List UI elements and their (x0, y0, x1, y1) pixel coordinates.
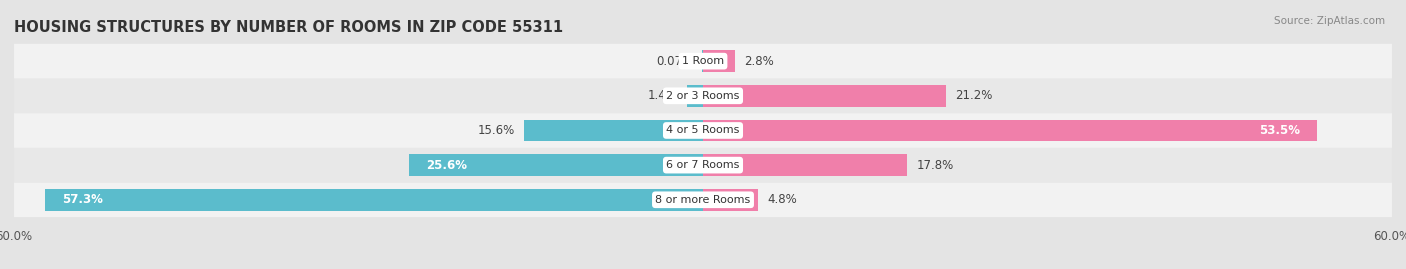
Bar (688, 85, 703, 107)
Text: 4.8%: 4.8% (768, 193, 797, 206)
Text: 1.4%: 1.4% (648, 89, 678, 102)
FancyBboxPatch shape (14, 148, 1392, 182)
FancyBboxPatch shape (14, 182, 1392, 217)
Text: HOUSING STRUCTURES BY NUMBER OF ROOMS IN ZIP CODE 55311: HOUSING STRUCTURES BY NUMBER OF ROOMS IN… (14, 20, 564, 35)
Text: 17.8%: 17.8% (917, 159, 953, 172)
FancyBboxPatch shape (14, 113, 1392, 148)
Text: 25.6%: 25.6% (426, 159, 467, 172)
Text: 2 or 3 Rooms: 2 or 3 Rooms (666, 91, 740, 101)
Text: 8 or more Rooms: 8 or more Rooms (655, 195, 751, 205)
Bar (703, 189, 758, 211)
Legend: Owner-occupied, Renter-occupied: Owner-occupied, Renter-occupied (574, 268, 832, 269)
Bar (703, 120, 1317, 141)
Bar (524, 120, 703, 141)
Bar (703, 50, 735, 72)
Bar (409, 154, 703, 176)
Text: 6 or 7 Rooms: 6 or 7 Rooms (666, 160, 740, 170)
Bar (703, 154, 907, 176)
Bar (45, 189, 703, 211)
FancyBboxPatch shape (14, 79, 1392, 113)
Text: 4 or 5 Rooms: 4 or 5 Rooms (666, 125, 740, 136)
Bar (703, 85, 946, 107)
Text: 1 Room: 1 Room (682, 56, 724, 66)
Text: Source: ZipAtlas.com: Source: ZipAtlas.com (1274, 16, 1385, 26)
FancyBboxPatch shape (14, 44, 1392, 79)
Text: 0.07%: 0.07% (655, 55, 693, 68)
Text: 2.8%: 2.8% (744, 55, 775, 68)
Text: 57.3%: 57.3% (62, 193, 103, 206)
Text: 53.5%: 53.5% (1260, 124, 1301, 137)
Text: 21.2%: 21.2% (956, 89, 993, 102)
Text: 15.6%: 15.6% (478, 124, 515, 137)
